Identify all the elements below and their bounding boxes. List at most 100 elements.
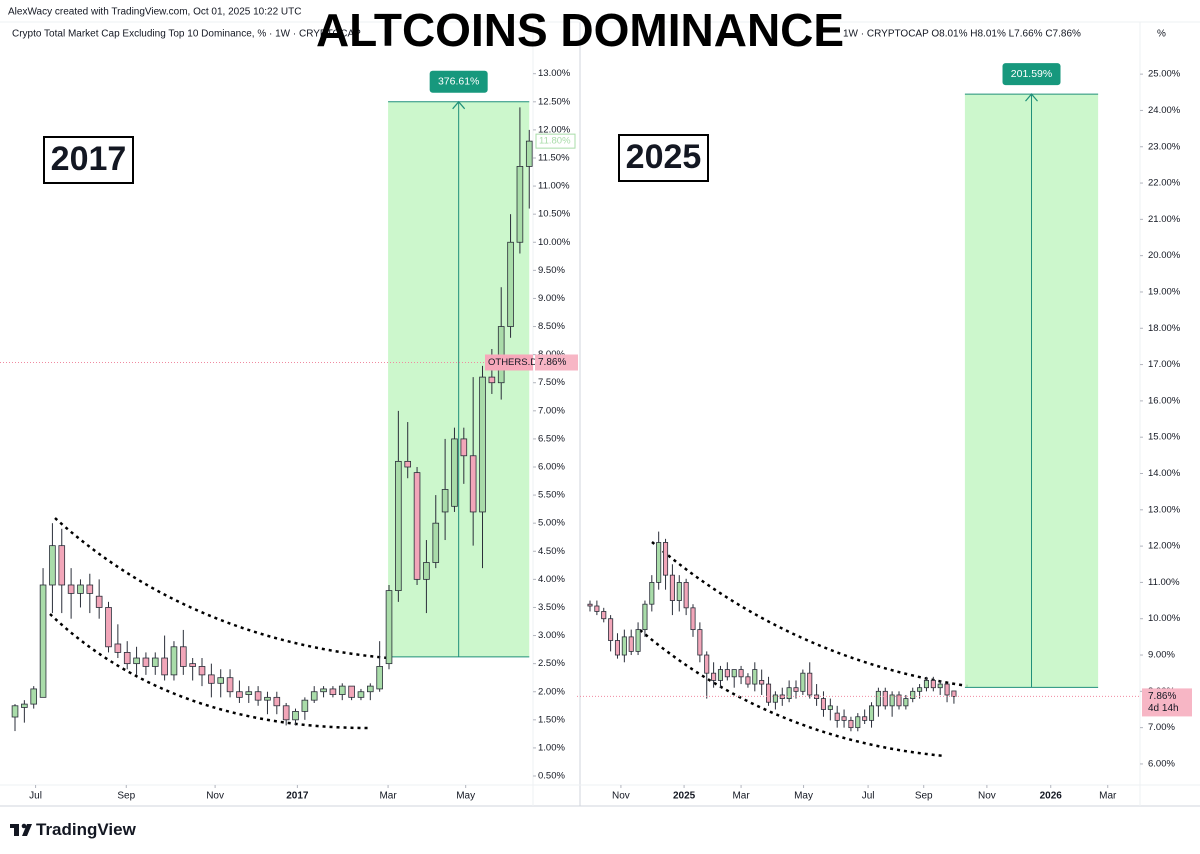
projection-label: 376.61% [438, 76, 479, 88]
candle-body [460, 438, 468, 457]
candle-body [320, 688, 327, 693]
y-tick-label: 9.00% [538, 293, 565, 304]
countdown: 4d 14h [1148, 703, 1179, 714]
candle-body [745, 676, 751, 685]
candle-body [759, 680, 765, 685]
y-tick-label: 22.00% [1148, 178, 1181, 189]
trend-curve [54, 517, 389, 660]
y-tick-label: 7.00% [538, 405, 565, 416]
x-tick-label: Mar [732, 791, 750, 802]
candle-body [676, 582, 682, 601]
candle-body [217, 677, 225, 684]
x-tick-label: Jul [29, 791, 42, 802]
logo-icon [21, 823, 27, 829]
candle-body [621, 636, 627, 656]
x-tick-label: Mar [1099, 791, 1117, 802]
last-price-label: 7.86% [1148, 691, 1176, 702]
projection-arrow-head [452, 100, 466, 110]
symbol-tag [485, 354, 533, 371]
candle-body [310, 691, 318, 701]
candle-body [385, 590, 393, 665]
y-tick-label: 6.00% [1148, 758, 1175, 769]
candle-body [226, 677, 234, 693]
candle-body [642, 603, 648, 631]
y-tick-label: 5.00% [538, 518, 565, 529]
candle-body [395, 460, 402, 592]
candle-body [423, 562, 430, 580]
last-price-label: 7.86% [538, 357, 566, 368]
unit-label: % [1157, 29, 1166, 40]
candle-body [820, 698, 826, 710]
candle-body [814, 694, 820, 699]
y-tick-label: 12.00% [1148, 541, 1181, 552]
y-tick-label: 11.00% [538, 181, 570, 192]
y-tick-label: 2.00% [538, 686, 565, 697]
x-tick-label: May [794, 791, 813, 802]
legend: Crypto Total Market Cap Excluding Top 10… [12, 29, 361, 40]
candle-body [198, 666, 206, 676]
candle-body [841, 716, 847, 721]
candle-body [142, 657, 150, 667]
y-tick-label: 5.50% [538, 490, 565, 501]
candle-body [793, 687, 799, 692]
candle-body [786, 687, 792, 699]
last-price-tag [1142, 688, 1192, 717]
x-tick-label: Sep [117, 791, 135, 802]
y-tick-label: 21.00% [1148, 214, 1181, 225]
y-tick-label: 19.00% [1148, 286, 1181, 297]
candle-body [208, 674, 215, 684]
candle-body [348, 685, 355, 698]
projection-label: 201.59% [1011, 68, 1052, 80]
badge-box [618, 134, 709, 182]
legend: 1W · CRYPTOCAP O8.01% H8.01% L7.66% C7.8… [843, 29, 1081, 40]
projection-arrow-head [1025, 93, 1038, 102]
x-tick-label: Jul [862, 791, 875, 802]
y-tick-label: 2.50% [538, 658, 565, 669]
candle-body [951, 690, 957, 697]
badge: 2017 [51, 140, 127, 178]
y-tick-label: 1.00% [538, 742, 565, 753]
candle-body [236, 691, 243, 698]
candle-body [254, 691, 262, 701]
y-tick-label: 7.00% [1148, 722, 1175, 733]
candle-body [937, 683, 943, 689]
y-tick-label: 10.00% [538, 237, 571, 248]
candle-body [869, 705, 875, 721]
candle-body [772, 694, 778, 703]
candle-body [683, 582, 689, 609]
candle-body [432, 522, 440, 563]
candle-body [896, 694, 902, 707]
candle-body [105, 607, 112, 648]
marker-tag [535, 133, 576, 149]
candle-body [717, 669, 723, 681]
candle-body [11, 705, 19, 718]
y-tick-label: 12.50% [538, 96, 571, 107]
x-tick-label: Nov [978, 791, 996, 802]
candle-body [704, 654, 710, 674]
candle-body [123, 652, 131, 665]
candle-body [21, 703, 28, 708]
badge-box [43, 136, 134, 184]
candle-body [67, 584, 75, 594]
candle-body [170, 646, 178, 676]
candle-body [329, 688, 337, 695]
candle-body [827, 705, 833, 710]
candle-body [944, 683, 950, 696]
projection-label-box [1002, 63, 1061, 86]
candle-body [264, 696, 271, 701]
candle-body [601, 611, 607, 620]
y-tick-label: 7.50% [538, 377, 565, 388]
candle-body [357, 691, 365, 698]
y-tick-label: 8.50% [538, 321, 565, 332]
trend-curve [651, 541, 969, 688]
candle-body [367, 685, 374, 693]
candle-body [58, 545, 66, 586]
y-tick-label: 11.00% [1148, 577, 1180, 588]
y-tick-label: 9.50% [538, 265, 565, 276]
y-tick-label: 13.00% [1148, 504, 1181, 515]
candle-body [404, 460, 412, 468]
candle-body [690, 607, 696, 631]
y-tick-label: 10.50% [538, 209, 571, 220]
x-tick-label: Nov [612, 791, 630, 802]
